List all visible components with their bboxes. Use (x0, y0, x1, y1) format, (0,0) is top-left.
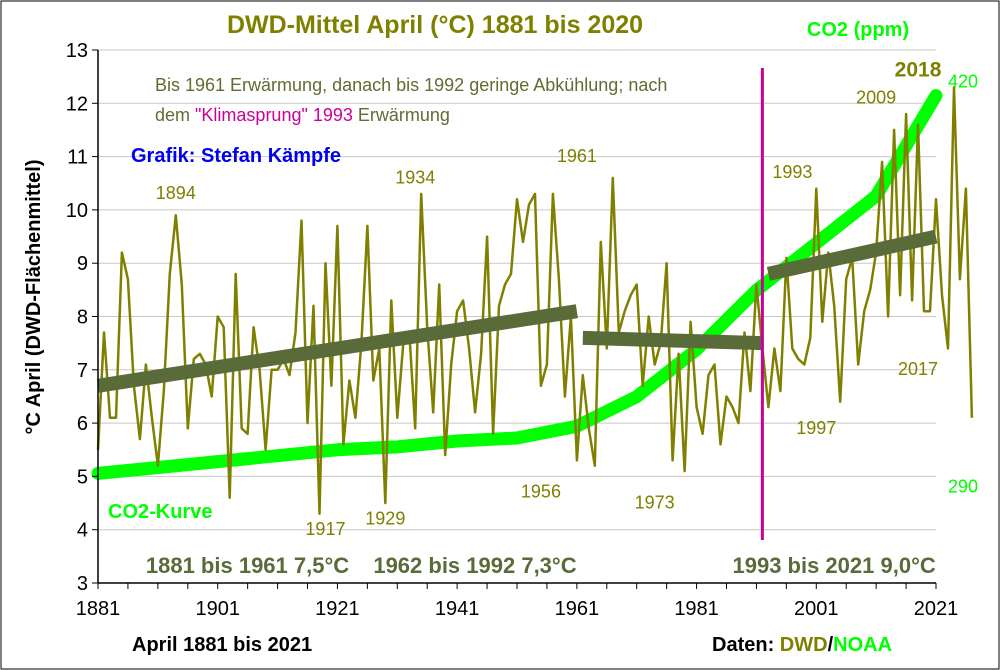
y-tick-label-10: 10 (66, 200, 88, 222)
source-separator: / (828, 634, 834, 656)
co2-curve-label: CO2-Kurve (108, 501, 212, 523)
y-tick-label-8: 8 (77, 307, 88, 329)
year-label-1956: 1956 (521, 482, 561, 502)
annotation-part-3: Erwärmung (353, 105, 450, 125)
chart-title: DWD-Mittel April (°C) 1881 bis 2020 (227, 11, 643, 39)
period-label-1: 1881 bis 1961 7,5°C (146, 553, 349, 578)
y-axis-label: °C April (DWD-Flächenmittel) (23, 159, 45, 434)
y-tick-label-3: 3 (77, 573, 88, 595)
y-tick-label-5: 5 (77, 466, 88, 488)
year-label-1993: 1993 (772, 162, 812, 182)
trend-line-3 (766, 229, 938, 281)
x-tick-label-1881: 1881 (76, 598, 121, 620)
year-label-1997: 1997 (796, 418, 836, 438)
annotation-part-1: dem (155, 105, 195, 125)
x-tick-label-1941: 1941 (435, 598, 480, 620)
co2-value-labels: 420 290 (948, 71, 978, 496)
year-label-2018: 2018 (895, 59, 942, 82)
x-tick-label-2001: 2001 (794, 598, 839, 620)
year-label-1973: 1973 (635, 492, 675, 512)
year-label-1961: 1961 (557, 146, 597, 166)
trend-line-2 (582, 330, 763, 351)
year-label-1894: 1894 (156, 183, 196, 203)
x-tick-labels: 1881 1901 1921 1941 1961 1981 2001 2021 (76, 598, 959, 620)
co2-line (91, 89, 943, 480)
temperature-line (96, 86, 974, 515)
y-tick-label-4: 4 (77, 520, 88, 542)
year-label-1917: 1917 (305, 519, 345, 539)
y-tick-label-7: 7 (77, 360, 88, 382)
period-labels: 1881 bis 1961 7,5°C 1962 bis 1992 7,3°C 19… (146, 553, 936, 578)
annotation-klimasprung: "Klimasprung" 1993 (195, 105, 353, 125)
data-source: Daten: DWD/NOAA (712, 634, 892, 656)
trend-line-1 (96, 304, 578, 393)
annotation-line-2: dem "Klimasprung" 1993 Erwärmung (155, 105, 450, 125)
y-tick-labels: 3 4 5 6 7 8 9 10 11 12 13 (66, 40, 88, 595)
year-label-1929: 1929 (365, 508, 405, 528)
year-label-2009: 2009 (856, 87, 896, 107)
temperature-series (96, 86, 974, 515)
x-axis-label: April 1881 bis 2021 (132, 634, 312, 656)
trend-lines (96, 229, 938, 393)
year-labels: 1894 1917 1929 1934 1956 1961 1973 1993 1997 2009… (156, 59, 942, 539)
x-tick-label-1961: 1961 (555, 598, 600, 620)
axes (92, 49, 937, 589)
co2-value-290: 290 (948, 476, 978, 496)
y-tick-label-13: 13 (66, 40, 88, 62)
period-label-2: 1962 bis 1992 7,3°C (373, 553, 576, 578)
co2-value-420: 420 (948, 71, 978, 91)
co2-axis-title: CO2 (ppm) (807, 19, 909, 41)
y-tick-label-6: 6 (77, 413, 88, 435)
year-label-2017: 2017 (898, 359, 938, 379)
year-label-1934: 1934 (395, 167, 435, 187)
x-tick-label-1981: 1981 (674, 598, 719, 620)
x-tick-label-2021: 2021 (914, 598, 959, 620)
x-tick-label-1921: 1921 (315, 598, 360, 620)
co2-curve (91, 89, 943, 480)
y-tick-label-11: 11 (67, 147, 88, 169)
source-dwd: DWD (780, 634, 828, 656)
y-tick-label-9: 9 (77, 253, 88, 275)
x-tick-label-1901: 1901 (195, 598, 240, 620)
source-prefix: Daten: (712, 634, 780, 656)
period-label-3: 1993 bis 2021 9,0°C (732, 553, 935, 578)
annotation-line-1: Bis 1961 Erwärmung, danach bis 1992 geri… (155, 75, 667, 95)
y-tick-label-12: 12 (66, 93, 88, 115)
source-noaa: NOAA (833, 634, 892, 656)
credit-text: Grafik: Stefan Kämpfe (131, 145, 341, 167)
